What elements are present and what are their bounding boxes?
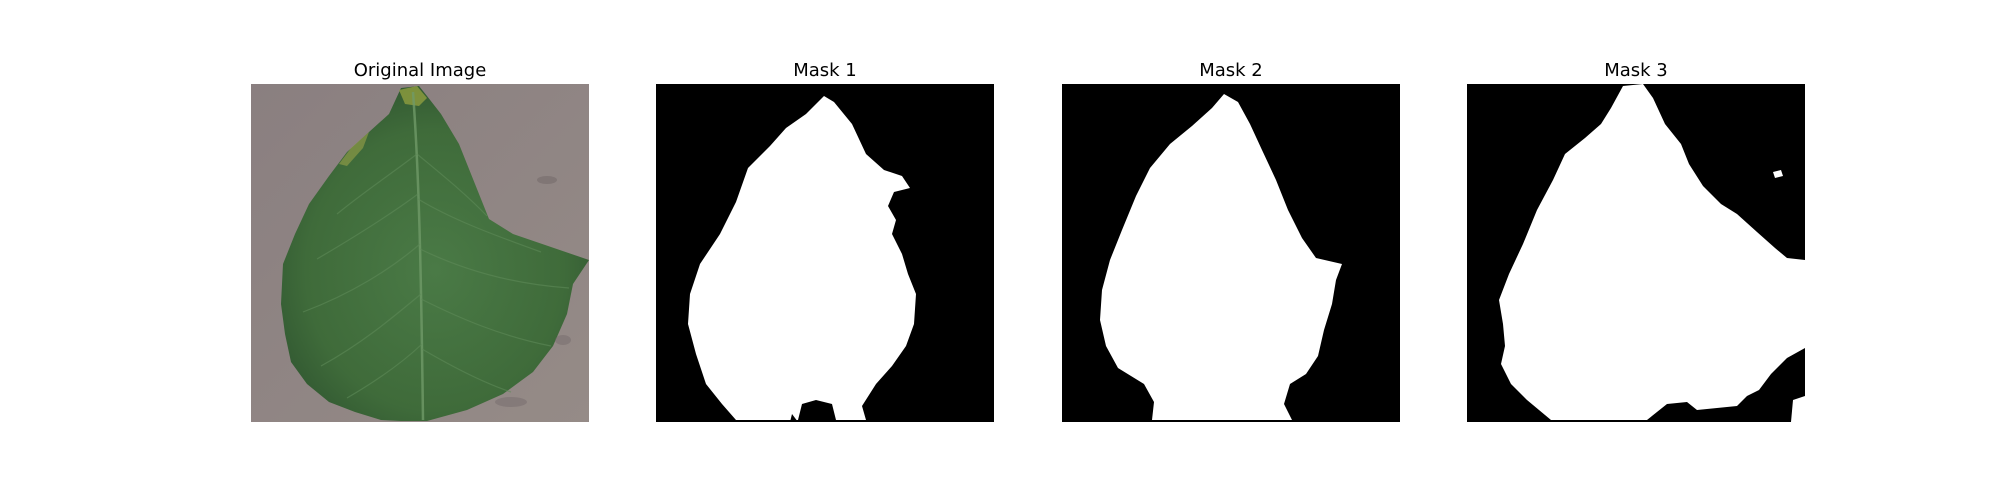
mask-3-hole bbox=[1729, 196, 1737, 206]
leaf-edge bbox=[339, 132, 369, 166]
panel-mask-1: Mask 1 bbox=[656, 57, 994, 422]
mask-1-region bbox=[688, 96, 916, 420]
surface-spot bbox=[537, 176, 557, 184]
mask-3-region bbox=[1499, 84, 1805, 420]
leaf-shape bbox=[281, 86, 589, 421]
mask-1-gap bbox=[790, 414, 798, 422]
surface-spot bbox=[555, 335, 571, 345]
mask-3-image bbox=[1467, 84, 1805, 422]
panel-title: Mask 3 bbox=[1604, 60, 1668, 81]
panel-title: Mask 2 bbox=[1199, 60, 1263, 81]
mask-3-fragment bbox=[1791, 396, 1805, 422]
panel-mask-2: Mask 2 bbox=[1062, 57, 1400, 422]
leaf-veins bbox=[302, 153, 570, 399]
mask-2-image bbox=[1062, 84, 1400, 422]
mask-2-region bbox=[1100, 94, 1342, 420]
panel-title: Mask 1 bbox=[793, 60, 857, 81]
mask-1-image bbox=[656, 84, 994, 422]
surface-spot bbox=[495, 397, 527, 407]
mask-3-fragment bbox=[1773, 170, 1783, 178]
original-leaf-image bbox=[251, 84, 589, 422]
panel-title: Original Image bbox=[353, 60, 487, 81]
panel-original-image: Original Image bbox=[251, 57, 589, 422]
leaf-midrib bbox=[411, 91, 425, 421]
panel-mask-3: Mask 3 bbox=[1467, 57, 1805, 422]
